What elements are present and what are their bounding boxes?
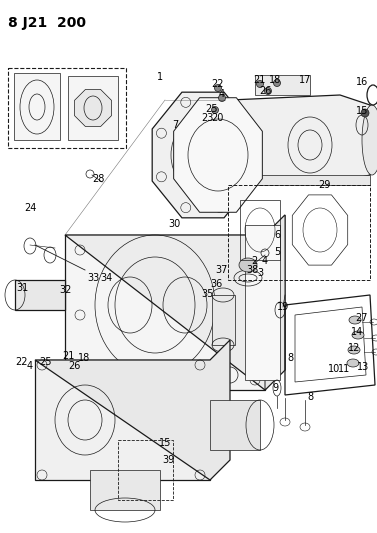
Text: 4: 4	[262, 256, 268, 266]
Text: 32: 32	[59, 285, 71, 295]
Text: 24: 24	[24, 203, 36, 213]
Polygon shape	[245, 225, 280, 380]
Text: 16: 16	[356, 77, 368, 87]
Text: 11: 11	[338, 364, 350, 374]
Polygon shape	[68, 76, 118, 140]
Polygon shape	[265, 215, 285, 390]
Bar	[228, 185, 370, 280]
Text: 34: 34	[100, 273, 112, 283]
Text: 13: 13	[357, 362, 369, 372]
Polygon shape	[75, 90, 112, 126]
Text: 18: 18	[269, 75, 281, 85]
Text: 22: 22	[212, 79, 224, 89]
Polygon shape	[35, 340, 230, 480]
Text: 9: 9	[272, 383, 278, 393]
Text: 21: 21	[62, 351, 74, 361]
Text: 10: 10	[328, 364, 340, 374]
Text: 33: 33	[87, 273, 99, 283]
Polygon shape	[210, 400, 260, 450]
Polygon shape	[14, 73, 60, 140]
Ellipse shape	[265, 87, 271, 94]
Text: 37: 37	[216, 265, 228, 275]
Text: 35: 35	[201, 289, 213, 299]
Text: 27: 27	[355, 313, 367, 323]
Text: 8: 8	[307, 392, 313, 402]
Polygon shape	[230, 95, 372, 182]
Text: 28: 28	[92, 174, 104, 184]
Bar	[240, 200, 280, 260]
Text: 39: 39	[162, 455, 174, 465]
Text: 2: 2	[251, 256, 257, 266]
Ellipse shape	[219, 94, 225, 101]
Text: 26: 26	[68, 361, 80, 371]
Text: 15: 15	[159, 438, 171, 448]
Text: 15: 15	[356, 106, 368, 116]
Text: 8 J21  200: 8 J21 200	[8, 16, 86, 30]
Ellipse shape	[348, 346, 360, 354]
Text: 25: 25	[206, 104, 218, 114]
Polygon shape	[212, 295, 235, 345]
Ellipse shape	[273, 79, 280, 86]
Text: 4: 4	[219, 89, 225, 99]
Text: 19: 19	[277, 302, 289, 312]
Ellipse shape	[215, 85, 222, 92]
Polygon shape	[35, 360, 210, 480]
Text: 3: 3	[257, 268, 263, 278]
Text: 14: 14	[351, 327, 363, 337]
Text: 36: 36	[210, 279, 222, 289]
Ellipse shape	[362, 105, 377, 175]
Ellipse shape	[256, 80, 264, 87]
Text: 23: 23	[201, 113, 213, 123]
Text: 17: 17	[299, 75, 311, 85]
Text: 6: 6	[274, 230, 280, 240]
Text: 4: 4	[27, 361, 33, 371]
Text: 29: 29	[318, 180, 330, 190]
Polygon shape	[174, 98, 262, 212]
Text: 26: 26	[259, 86, 271, 96]
Text: 22: 22	[16, 357, 28, 367]
Polygon shape	[90, 470, 160, 510]
Text: 30: 30	[168, 219, 180, 229]
Text: 1: 1	[157, 72, 163, 82]
Ellipse shape	[211, 107, 219, 114]
Text: 31: 31	[16, 283, 28, 293]
Polygon shape	[65, 235, 265, 390]
Ellipse shape	[347, 359, 359, 367]
Text: 20: 20	[211, 113, 223, 123]
Ellipse shape	[239, 258, 257, 272]
Bar	[118, 440, 173, 500]
Polygon shape	[255, 75, 310, 95]
Text: 7: 7	[172, 120, 178, 130]
Polygon shape	[240, 175, 370, 185]
Polygon shape	[65, 215, 285, 390]
Polygon shape	[15, 280, 65, 310]
Bar	[8, 68, 126, 148]
Polygon shape	[152, 92, 254, 218]
Text: 21: 21	[253, 75, 265, 85]
Text: 18: 18	[78, 353, 90, 363]
Text: 38: 38	[246, 265, 258, 275]
Ellipse shape	[349, 316, 361, 324]
Text: 5: 5	[274, 247, 280, 257]
Ellipse shape	[361, 109, 369, 117]
Text: 12: 12	[348, 343, 360, 353]
Text: 8: 8	[287, 353, 293, 363]
Ellipse shape	[352, 331, 364, 339]
Text: 25: 25	[39, 357, 51, 367]
